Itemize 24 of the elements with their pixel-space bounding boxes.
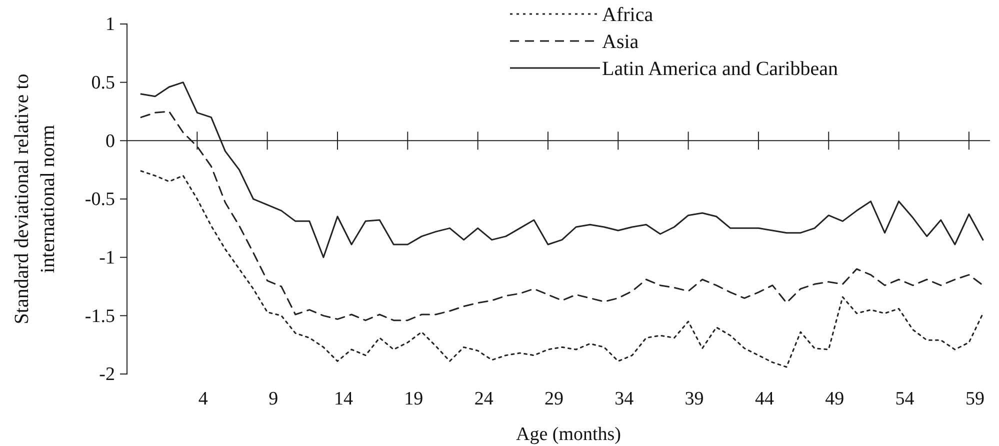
x-tick-label: 44 bbox=[754, 388, 774, 410]
y-tick-label: -0.5 bbox=[84, 189, 115, 210]
legend-label: Africa bbox=[602, 4, 654, 26]
x-tick-label: 24 bbox=[474, 388, 494, 410]
x-tick-label: 29 bbox=[544, 388, 564, 410]
x-tick-label: 59 bbox=[965, 388, 984, 410]
legend-label: Latin America and Caribbean bbox=[602, 58, 838, 80]
x-axis-title: Age (months) bbox=[516, 424, 622, 445]
x-tick-label: 14 bbox=[334, 388, 354, 410]
y-tick-label: 1 bbox=[106, 14, 115, 36]
y-axis-title: Standard deviational relative to international norm bbox=[11, 74, 59, 324]
x-tick-label: 4 bbox=[198, 388, 208, 410]
y-tick-label: 0 bbox=[106, 130, 115, 152]
x-tick-label: 9 bbox=[268, 388, 278, 410]
legend-label: Asia bbox=[602, 31, 639, 53]
x-tick-label: 19 bbox=[404, 388, 424, 410]
x-tick-label: 54 bbox=[895, 388, 915, 410]
x-tick-label: 39 bbox=[684, 388, 704, 410]
y-tick-label: -1 bbox=[99, 247, 115, 268]
y-tick-label: 0.5 bbox=[91, 72, 115, 94]
x-tick-label: 34 bbox=[614, 388, 634, 410]
x-tick-label: 49 bbox=[825, 388, 844, 410]
y-tick-label: -2 bbox=[99, 364, 115, 386]
y-tick-label: -1.5 bbox=[84, 306, 115, 327]
